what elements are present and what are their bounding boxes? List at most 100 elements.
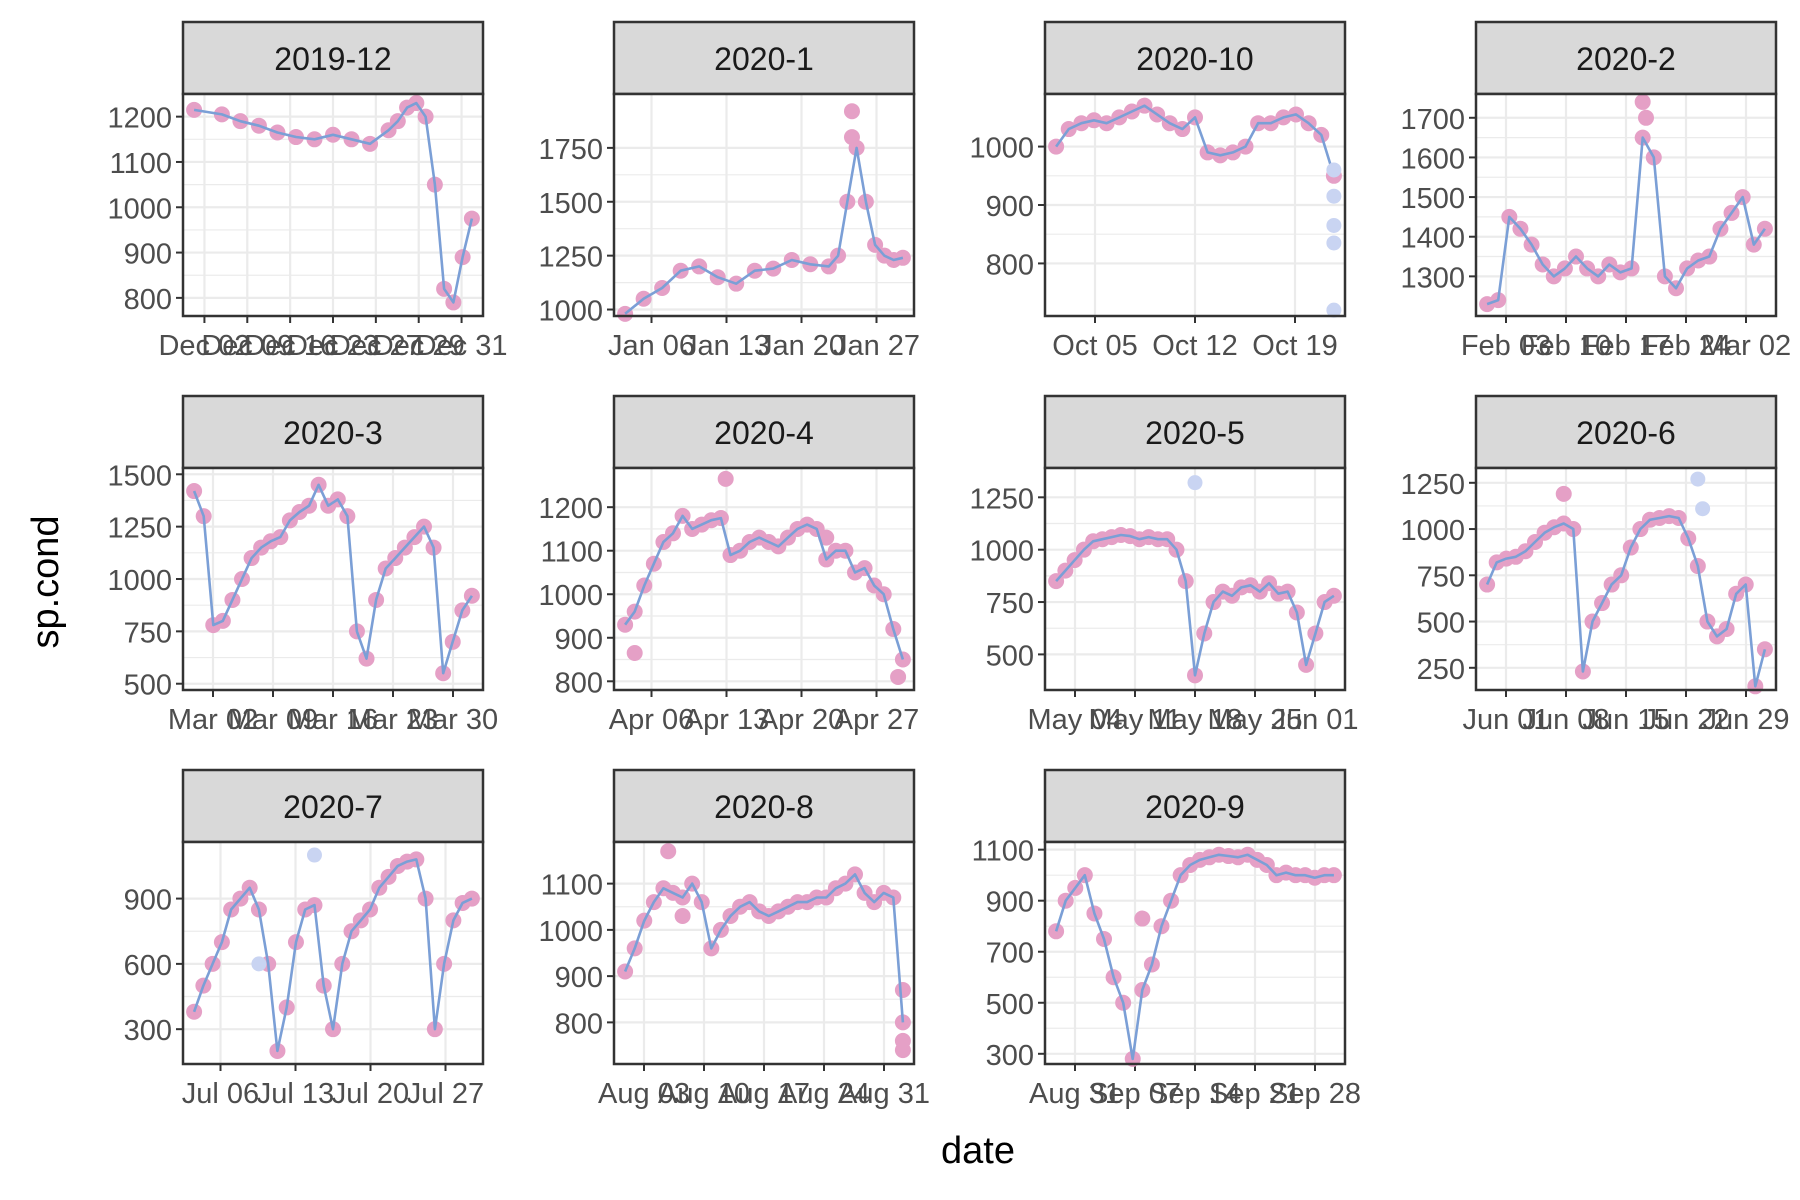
series-line [1486,136,1766,306]
data-point [463,587,480,604]
panel-border [1043,840,1347,1066]
y-tick-label: 1000 [969,133,1034,165]
x-tick-label: Jun 08 [1522,704,1609,736]
facet-title: 2020-9 [1145,789,1245,825]
x-tick-label: Mar 23 [348,704,438,736]
facet-strip [181,768,485,844]
panel-border [612,466,916,692]
y-tick-label: 1100 [541,537,603,569]
outlier-point [843,103,860,120]
x-tick-label: Feb 10 [1521,330,1611,362]
y-tick-label: 900 [124,885,172,917]
series-line [624,514,905,660]
facet-strip [1043,20,1347,96]
y-tick-label: 1100 [541,870,603,902]
plot-area [614,468,914,690]
x-tick-label: Jun 01 [1271,704,1358,736]
x-tick-label: Dec 09 [201,330,293,362]
y-tick-label: 1000 [107,565,172,597]
y-tick-label: 1000 [538,296,603,328]
facet-title: 2020-5 [1145,415,1245,451]
x-tick-label: Jun 15 [1582,704,1669,736]
x-tick-label: Aug 31 [1029,1078,1121,1110]
data-point [1479,576,1496,593]
x-tick-label: May 25 [1207,704,1302,736]
facet-title: 2020-2 [1576,41,1676,77]
facet-strip [1474,394,1778,470]
x-tick-label: Dec 31 [416,330,508,362]
facet-title: 2020-3 [283,415,383,451]
series-line [192,483,473,675]
x-tick-label: Jun 29 [1702,704,1789,736]
y-tick-label: 1400 [1400,223,1465,255]
panel-border [181,466,485,692]
x-tick-label: Mar 02 [1701,330,1791,362]
y-tick-label: 500 [986,640,1034,672]
panel-border [1474,92,1778,318]
outlier-point [894,1042,911,1059]
y-tick-label: 900 [555,962,603,994]
x-tick-label: May 18 [1147,704,1242,736]
y-tick-label: 1200 [107,103,172,135]
x-tick-label: Feb 03 [1461,330,1551,362]
y-tick-label: 800 [555,667,603,699]
x-tick-label: Dec 02 [158,330,250,362]
x-tick-label: Dec 29 [373,330,465,362]
x-tick-label: Feb 24 [1641,330,1731,362]
x-tick-label: Oct 19 [1252,330,1337,362]
series-line [192,858,473,1053]
outlier-point [894,982,911,998]
y-tick-label: 800 [555,1008,603,1040]
y-tick-label: 1000 [538,916,603,948]
data-point [1756,220,1773,237]
y-tick-label: 1500 [107,460,172,492]
y-tick-label: 900 [986,191,1034,223]
x-tick-label: Mar 09 [228,704,318,736]
flagged-point [1187,475,1203,491]
y-tick-label: 900 [986,887,1034,919]
x-tick-label: Apr 06 [609,704,694,736]
flagged-point [1326,302,1342,318]
y-tick-label: 600 [124,950,172,982]
y-tick-label: 250 [1417,654,1465,686]
flagged-point [1695,501,1711,517]
y-tick-label: 1250 [107,513,172,545]
panel-border [181,92,485,318]
y-tick-label: 1250 [538,242,603,274]
outlier-point [660,843,677,860]
y-tick-label: 500 [124,670,172,702]
facet-strip [181,20,485,96]
facet-strip [612,394,916,470]
y-tick-label: 900 [124,239,172,271]
x-tick-label: Mar 02 [168,704,258,736]
facet-strip [1043,394,1347,470]
x-tick-label: Sep 14 [1149,1078,1241,1110]
series-line [1485,514,1767,688]
x-tick-label: Aug 03 [598,1078,690,1110]
outlier-point [717,470,734,487]
y-tick-label: 1750 [538,134,603,166]
y-tick-label: 1300 [1400,262,1465,294]
flagged-point [251,956,267,972]
outlier-point [1634,93,1651,110]
x-tick-label: Apr 13 [684,704,769,736]
y-tick-label: 1500 [538,188,603,220]
x-tick-label: Oct 12 [1152,330,1237,362]
outlier-point [626,645,643,661]
y-tick-label: 1500 [1400,183,1465,215]
x-tick-label: Jan 13 [683,330,770,362]
facet-strip [181,394,485,470]
panel-border [181,840,485,1066]
x-tick-label: Aug 10 [658,1078,750,1110]
flagged-point [1326,188,1342,204]
x-tick-label: Oct 05 [1052,330,1137,362]
panel-border [612,92,916,318]
y-tick-label: 1200 [538,493,603,525]
